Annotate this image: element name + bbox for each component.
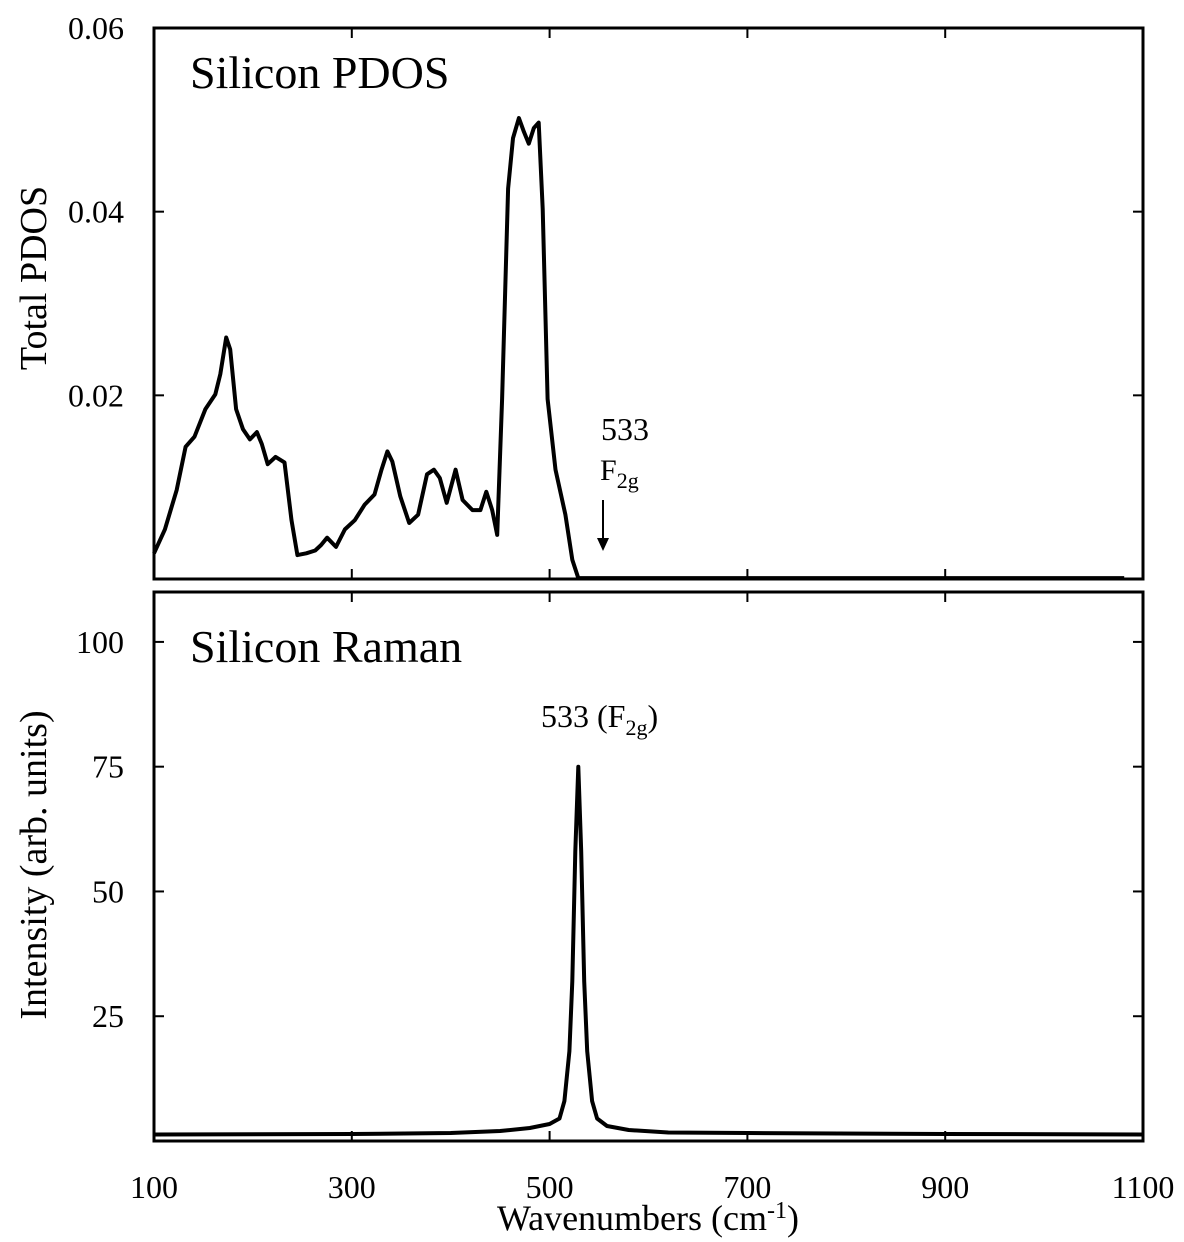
- y-axis-label: Total PDOS: [13, 186, 55, 370]
- data-line: [153, 764, 1144, 1137]
- annotation-part: ): [647, 698, 658, 734]
- x-tick-label: 300: [328, 1169, 376, 1205]
- y-tick-label: 25: [92, 998, 124, 1034]
- x-tick-label: 1100: [1112, 1169, 1175, 1205]
- annotation-sub: 2g: [617, 468, 639, 493]
- annotation-part: 533 (F: [541, 698, 625, 734]
- arrow-head: [597, 538, 609, 551]
- x-tick-label: 500: [526, 1169, 574, 1205]
- x-tick-label: 900: [921, 1169, 969, 1205]
- y-tick-label: 0.04: [68, 194, 124, 230]
- y-axis-label: Intensity (arb. units): [13, 710, 55, 1019]
- x-axis-label: Wavenumbers (cm-1): [497, 1198, 799, 1238]
- y-tick-label: 0.06: [68, 10, 124, 46]
- top-frame: [152, 26, 1145, 581]
- y-tick-label: 0.02: [68, 377, 124, 413]
- data-line: [152, 116, 1125, 581]
- y-tick-label: 75: [92, 749, 124, 785]
- x-label-part: ): [787, 1198, 799, 1238]
- annotation-sub: 2g: [625, 715, 647, 740]
- x-tick-label: 100: [130, 1169, 178, 1205]
- annotation: 533: [601, 411, 649, 447]
- x-tick-label: 700: [723, 1169, 771, 1205]
- bottom-frame: [152, 590, 1145, 1143]
- y-tick-label: 100: [76, 624, 124, 660]
- x-label-sup: -1: [767, 1198, 787, 1224]
- panel-title: Silicon Raman: [190, 621, 462, 672]
- annotation: 533 (F2g): [541, 698, 658, 740]
- x-label-part: Wavenumbers (cm: [497, 1198, 767, 1238]
- annotation: F2g: [600, 454, 639, 493]
- y-tick-label: 50: [92, 873, 124, 909]
- annotation-part: F: [600, 454, 617, 487]
- panel-title: Silicon PDOS: [190, 47, 449, 98]
